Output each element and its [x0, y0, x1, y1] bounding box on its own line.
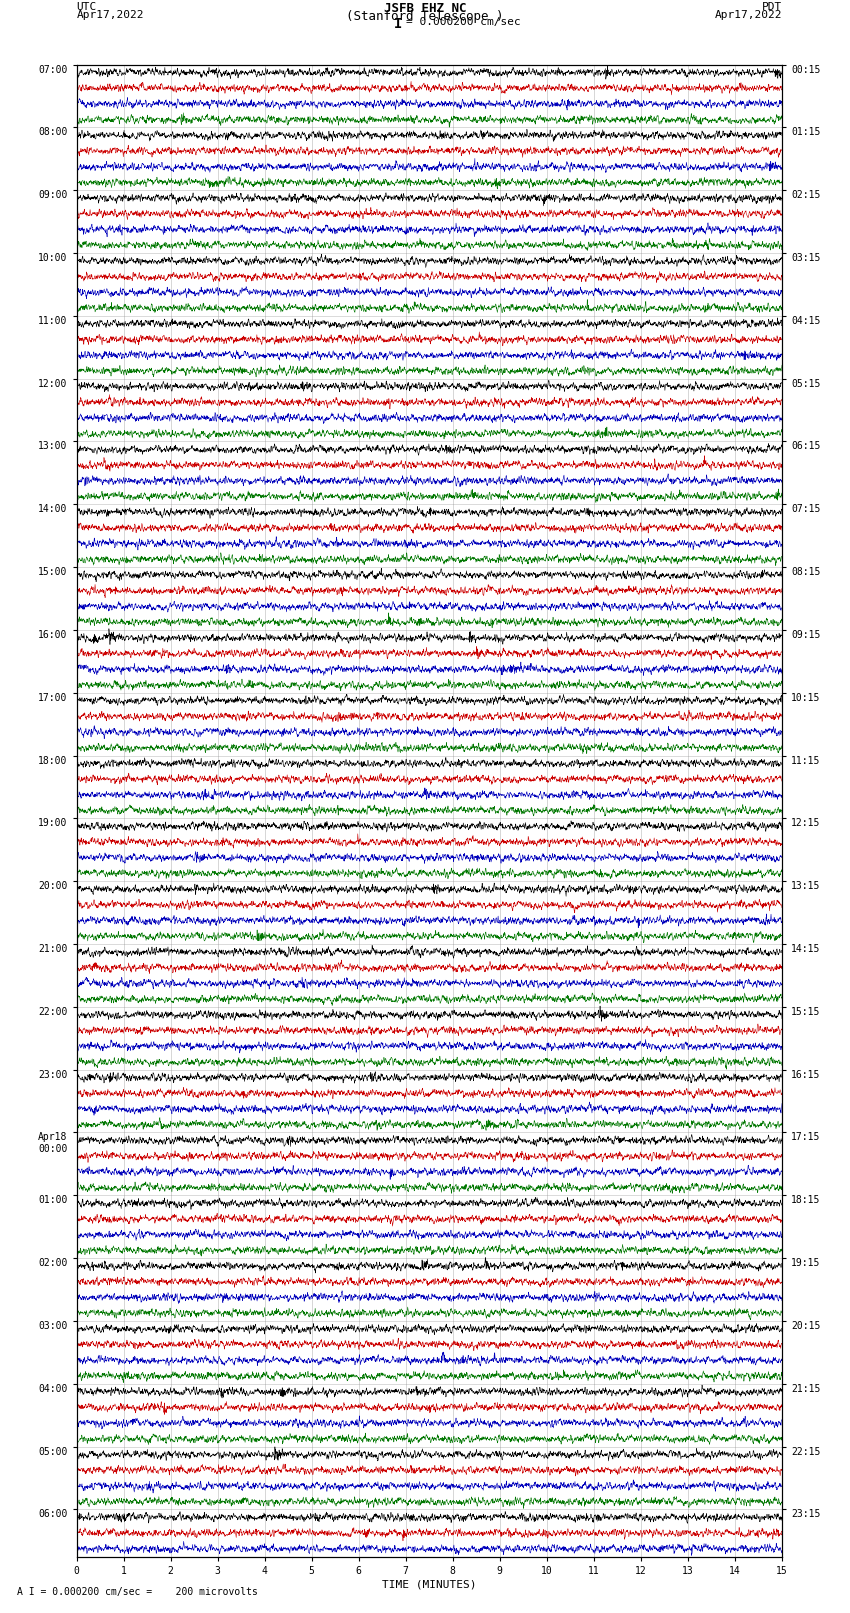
- Text: A I = 0.000200 cm/sec =    200 microvolts: A I = 0.000200 cm/sec = 200 microvolts: [17, 1587, 258, 1597]
- Text: = 0.000200 cm/sec: = 0.000200 cm/sec: [406, 18, 521, 27]
- Text: I: I: [394, 18, 402, 31]
- Text: Apr17,2022: Apr17,2022: [715, 10, 782, 19]
- Text: Apr17,2022: Apr17,2022: [76, 10, 144, 19]
- Text: JSFB EHZ NC: JSFB EHZ NC: [383, 3, 467, 16]
- X-axis label: TIME (MINUTES): TIME (MINUTES): [382, 1579, 477, 1590]
- Text: PDT: PDT: [762, 3, 782, 13]
- Text: (Stanford Telescope ): (Stanford Telescope ): [346, 10, 504, 23]
- Text: UTC: UTC: [76, 3, 97, 13]
